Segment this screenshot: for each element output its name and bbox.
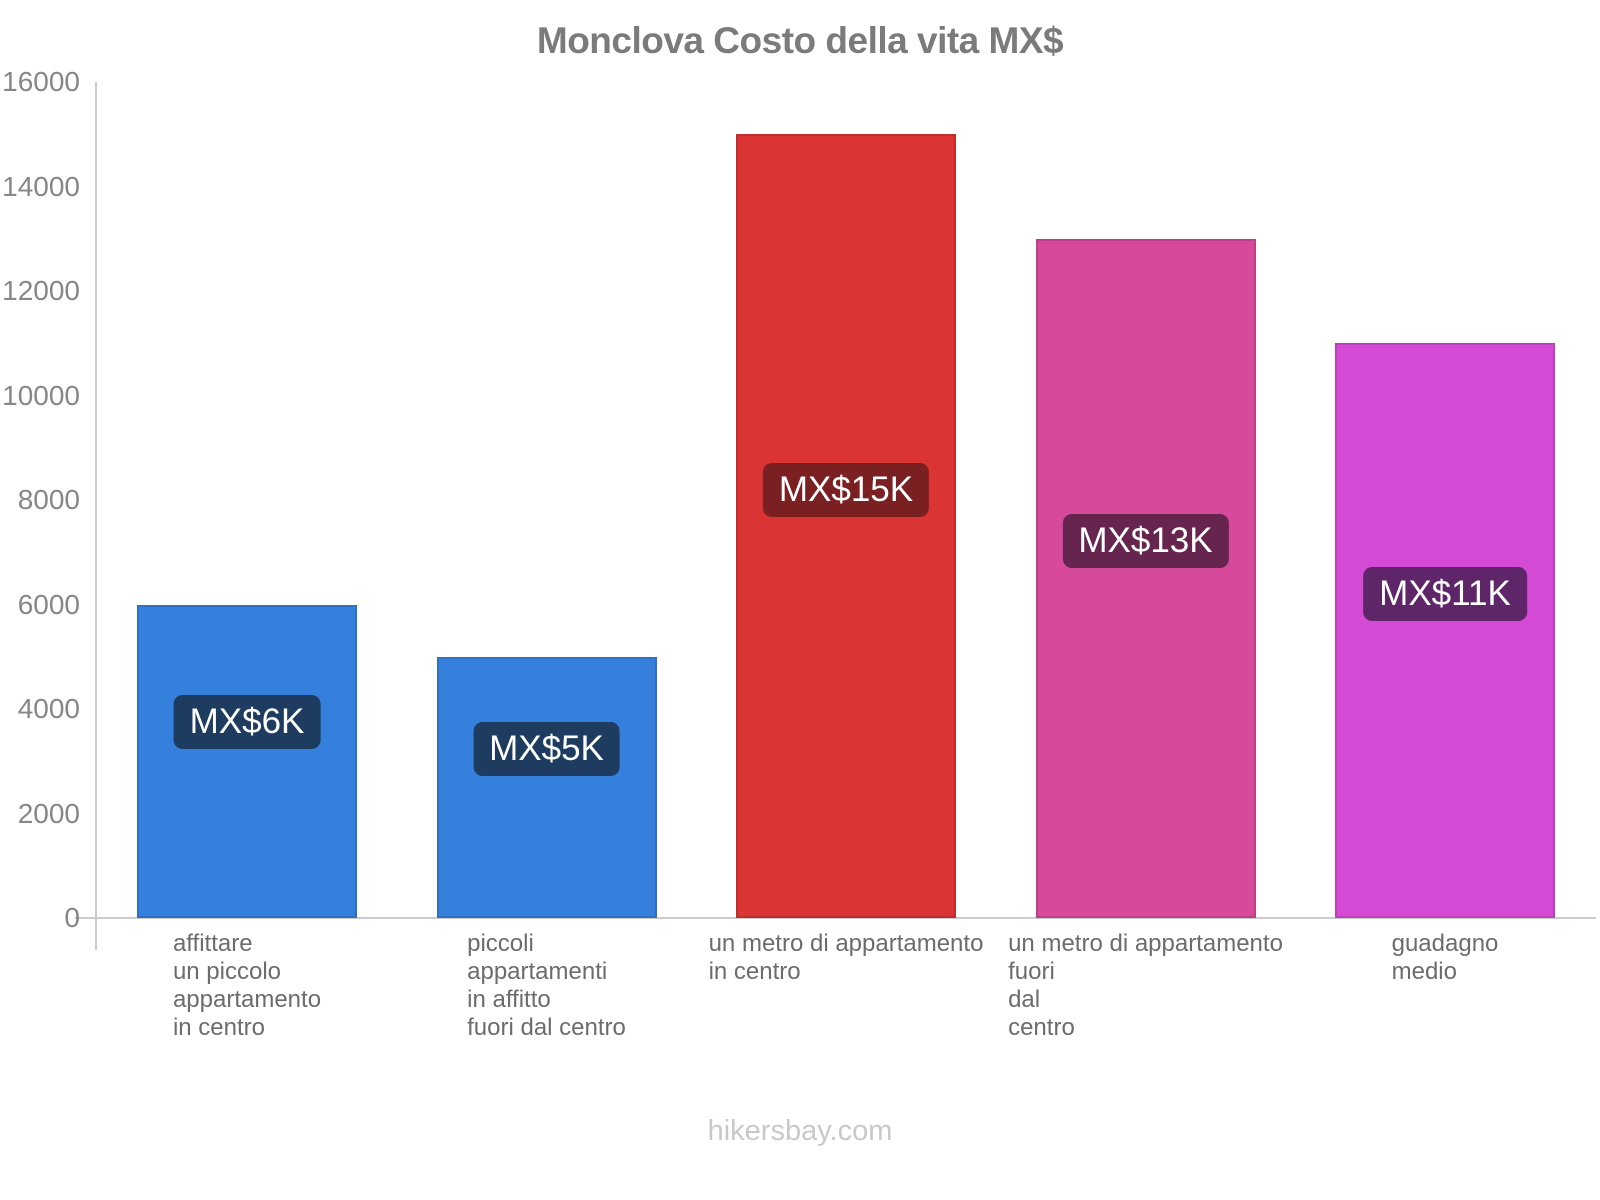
y-axis-tick-label: 2000 xyxy=(17,797,80,829)
bar xyxy=(1335,343,1555,918)
x-axis-line xyxy=(75,917,1596,919)
bar-value-badge: MX$11K xyxy=(1363,567,1527,622)
y-axis-tick-label: 10000 xyxy=(2,379,80,411)
bar-value-badge: MX$13K xyxy=(1062,514,1229,569)
y-axis-tick-label: 12000 xyxy=(2,275,80,306)
bar xyxy=(436,656,657,918)
x-axis-category-label: guadagno medio xyxy=(1391,930,1499,985)
x-axis-category-label: piccoli appartamenti in affitto fuori da… xyxy=(467,930,626,1041)
bar xyxy=(1035,238,1256,918)
chart-title: Monclova Costo della vita MX$ xyxy=(536,20,1064,61)
y-axis-tick-label: 6000 xyxy=(17,588,80,620)
y-axis-tick-label: 16000 xyxy=(2,66,80,97)
bar xyxy=(736,134,956,918)
x-axis-category-label: un metro di appartamento in centro xyxy=(708,930,984,985)
footer-watermark: hikersbay.com xyxy=(707,1115,893,1147)
x-axis-category-label: un metro di appartamento fuori dal centr… xyxy=(1008,930,1283,1041)
y-axis-tick-label: 4000 xyxy=(17,693,80,724)
bar xyxy=(137,604,357,918)
y-axis-line xyxy=(95,82,97,950)
y-axis-tick-label: 14000 xyxy=(2,170,80,202)
bar-value-badge: MX$15K xyxy=(762,463,930,518)
bar-value-badge: MX$5K xyxy=(473,721,620,776)
y-axis-tick-label: 8000 xyxy=(17,484,80,515)
y-axis-tick-label: 0 xyxy=(64,902,80,933)
x-axis-category-label: affittare un piccolo appartamento in cen… xyxy=(172,930,322,1041)
bar-value-badge: MX$6K xyxy=(173,695,321,750)
